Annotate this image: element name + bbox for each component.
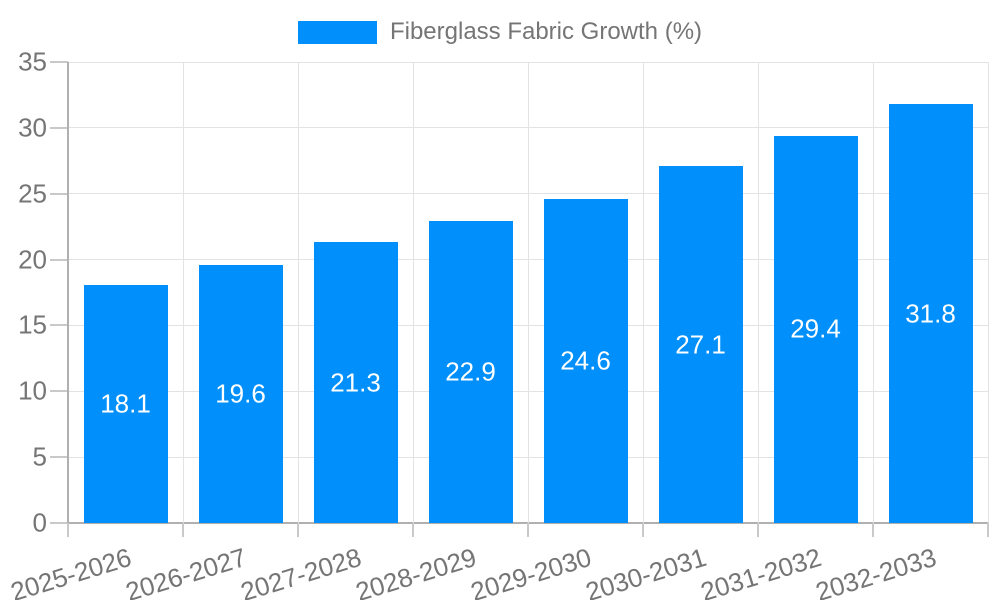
legend-label: Fiberglass Fabric Growth (%) — [389, 18, 703, 45]
x-tick-mark — [642, 523, 644, 537]
bar[interactable] — [543, 198, 628, 523]
x-tick-mark — [412, 523, 414, 537]
y-tick-mark — [50, 61, 68, 63]
y-axis-tick-label: 30 — [18, 112, 47, 143]
legend-swatch — [297, 20, 377, 44]
plot-area: 0 5 10 15 20 25 30 35 18.1 2025-2026 19.6 2026-2027… — [7, 47, 989, 600]
x-gridline — [757, 62, 759, 523]
y-axis-tick-label: 15 — [18, 309, 47, 340]
y-axis-tick-label: 25 — [18, 178, 47, 209]
bar[interactable] — [658, 166, 743, 523]
x-gridline — [987, 62, 989, 523]
y-axis-tick-label: 5 — [32, 441, 47, 472]
x-gridline — [527, 62, 529, 523]
x-tick-mark — [757, 523, 759, 537]
bar[interactable] — [83, 284, 168, 523]
x-tick-mark — [872, 523, 874, 537]
y-tick-mark — [50, 390, 68, 393]
x-gridline — [872, 62, 874, 523]
bar[interactable] — [428, 221, 513, 523]
x-tick-mark — [297, 523, 299, 537]
y-tick-mark — [50, 324, 68, 327]
x-tick-mark — [527, 523, 529, 537]
y-tick-mark — [50, 522, 68, 524]
x-tick-mark — [67, 523, 69, 537]
x-tick-mark — [182, 523, 184, 537]
x-gridline — [182, 62, 184, 523]
y-tick-mark — [50, 456, 68, 459]
y-axis-tick-label: 35 — [18, 46, 47, 77]
bar[interactable] — [198, 264, 283, 523]
y-tick-mark — [50, 126, 68, 129]
y-axis-tick-label: 20 — [18, 244, 47, 275]
bar[interactable] — [773, 135, 858, 523]
y-tick-mark — [50, 192, 68, 195]
y-tick-mark — [50, 258, 68, 261]
legend-item[interactable]: Fiberglass Fabric Growth (%) — [0, 18, 1000, 46]
x-gridline — [642, 62, 644, 523]
x-gridline — [297, 62, 299, 523]
y-axis-tick-label: 0 — [32, 507, 47, 538]
x-gridline — [412, 62, 414, 523]
x-tick-mark — [987, 523, 989, 537]
y-axis-line — [67, 62, 69, 523]
y-axis-tick-label: 10 — [18, 375, 47, 406]
bar[interactable] — [888, 104, 973, 523]
bar[interactable] — [313, 242, 398, 523]
